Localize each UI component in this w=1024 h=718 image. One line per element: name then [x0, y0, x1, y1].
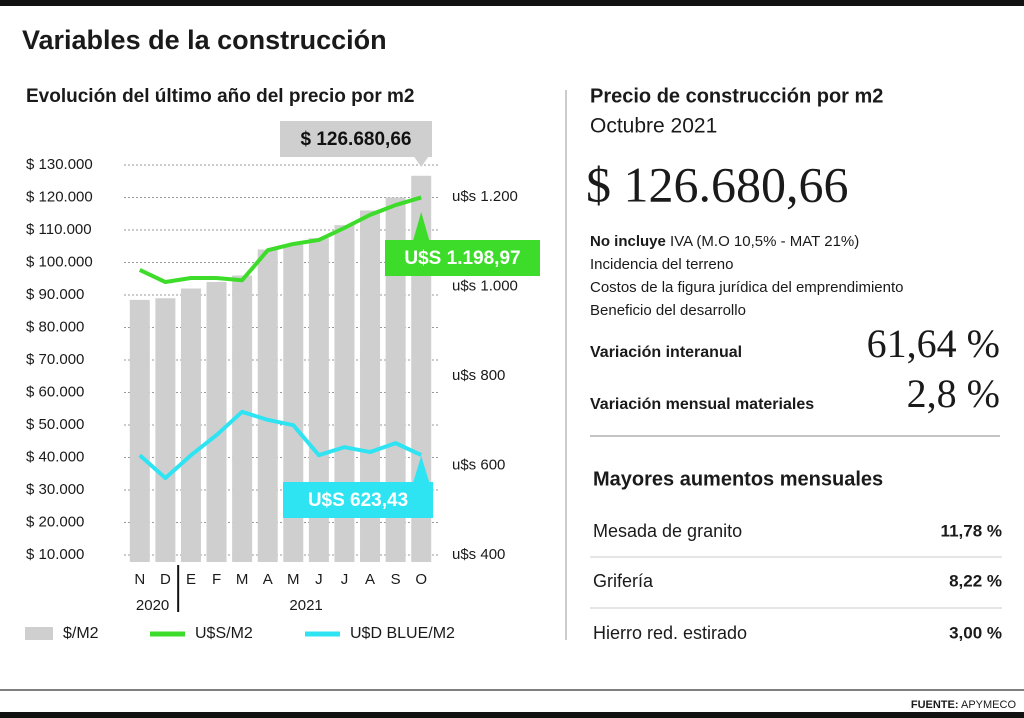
callout-label: $ 126.680,66 [301, 129, 412, 150]
y2-tick-label: u$s 1.200 [452, 188, 518, 205]
increase-value: 8,22 % [949, 571, 1002, 590]
callout-pointer [413, 212, 430, 240]
bar [360, 210, 381, 562]
x-tick-label: N [134, 571, 145, 588]
callout-box [280, 121, 432, 157]
y2-tick-label: u$s 800 [452, 367, 505, 384]
y-tick-label: $ 30.000 [26, 481, 84, 498]
note: No incluye IVA (M.O 10,5% - MAT 21%) [590, 233, 859, 250]
y-tick-label: $ 50.000 [26, 416, 84, 433]
footer-source: APYMECO [961, 699, 1016, 711]
bar [129, 299, 150, 562]
y2-tick-label: u$s 400 [452, 546, 505, 563]
bar [180, 288, 201, 562]
callout-box [385, 240, 540, 276]
chart-title: Evolución del último año del precio por … [26, 86, 415, 107]
x-tick-label: J [315, 571, 323, 588]
footer: FUENTE: APYMECO [911, 699, 1017, 711]
price: $ 126.680,66 [586, 156, 849, 212]
page-title: Variables de la construcción [22, 25, 387, 55]
bar [385, 197, 406, 562]
y-tick-label: $ 80.000 [26, 318, 84, 335]
x-tick-label: A [263, 571, 273, 588]
bar [308, 238, 329, 562]
legend-label: U$D BLUE/M2 [350, 625, 455, 642]
note-bold: No incluye [590, 233, 666, 250]
bar [155, 298, 176, 562]
panel-subtitle: Octubre 2021 [590, 115, 717, 138]
legend-label: $/M2 [63, 625, 99, 642]
bar [257, 249, 278, 562]
y-tick-label: $ 130.000 [26, 156, 93, 173]
top-bar [0, 0, 1024, 6]
callout-label: U$S 623,43 [308, 490, 408, 511]
callout-pointer [413, 456, 430, 482]
panel-title: Precio de construcción por m2 [590, 85, 883, 107]
x-tick-label: F [212, 571, 221, 588]
note: Beneficio del desarrollo [590, 302, 746, 319]
y2-tick-label: u$s 600 [452, 456, 505, 473]
callout-label: U$S 1.198,97 [404, 248, 520, 269]
x-tick-label: O [415, 571, 427, 588]
increases-title: Mayores aumentos mensuales [593, 468, 883, 490]
line [138, 195, 422, 285]
note: Incidencia del terreno [590, 256, 733, 273]
variation-label: Variación interanual [590, 344, 742, 361]
callout-box [283, 482, 433, 518]
bar [334, 225, 355, 562]
variation-value: 61,64 % [867, 321, 1000, 366]
x-tick-label: J [341, 571, 349, 588]
x-tick-label: M [236, 571, 249, 588]
x-tick-label: M [287, 571, 300, 588]
bottom-bar [0, 712, 1024, 718]
y-tick-label: $ 100.000 [26, 253, 93, 270]
increase-value: 11,78 % [941, 521, 1002, 540]
y-tick-label: $ 20.000 [26, 513, 84, 530]
year-label: 2020 [136, 597, 169, 614]
increase-name: Grifería [593, 571, 654, 591]
line [138, 409, 423, 481]
callout-pointer [414, 157, 429, 167]
bar [206, 282, 227, 562]
increase-name: Hierro red. estirado [593, 623, 747, 643]
legend-swatch [25, 627, 53, 640]
y-tick-label: $ 110.000 [26, 221, 92, 238]
note-text: IVA (M.O 10,5% - MAT 21%) [670, 233, 859, 250]
variation-value: 2,8 % [907, 371, 1000, 416]
footer-label: FUENTE: [911, 699, 959, 711]
y-tick-label: $ 70.000 [26, 351, 84, 368]
x-tick-label: D [160, 571, 171, 588]
y2-tick-label: u$s 1.000 [452, 277, 518, 294]
x-tick-label: S [391, 571, 401, 588]
year-label: 2021 [289, 597, 322, 614]
increase-value: 3,00 % [949, 623, 1002, 642]
variation-label: Variación mensual materiales [590, 396, 814, 413]
x-tick-label: E [186, 571, 196, 588]
x-tick-label: A [365, 571, 375, 588]
bar [232, 275, 253, 562]
y-tick-label: $ 90.000 [26, 286, 84, 303]
y-tick-label: $ 10.000 [26, 546, 84, 563]
y-tick-label: $ 60.000 [26, 383, 84, 400]
increase-name: Mesada de granito [593, 521, 742, 541]
y-tick-label: $ 40.000 [26, 448, 84, 465]
y-tick-label: $ 120.000 [26, 188, 93, 205]
legend-label: U$S/M2 [195, 625, 253, 642]
note: Costos de la figura jurídica del emprend… [590, 279, 904, 296]
